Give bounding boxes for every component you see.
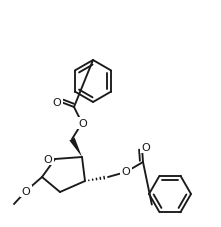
Text: O: O xyxy=(79,118,87,128)
Text: O: O xyxy=(44,154,52,164)
Text: O: O xyxy=(142,142,150,152)
Text: O: O xyxy=(122,166,130,176)
Text: O: O xyxy=(53,98,61,108)
Text: O: O xyxy=(22,186,30,196)
Polygon shape xyxy=(69,138,82,157)
